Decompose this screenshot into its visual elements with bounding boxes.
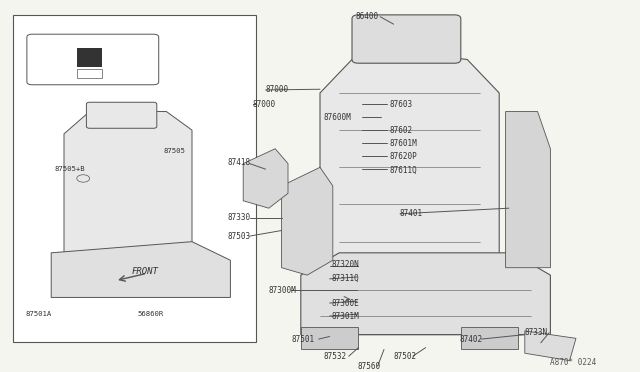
Polygon shape <box>301 253 550 335</box>
Text: 86400: 86400 <box>355 12 378 21</box>
Polygon shape <box>320 52 499 335</box>
Text: 87418: 87418 <box>227 158 250 167</box>
Polygon shape <box>301 327 358 349</box>
Text: 87611Q: 87611Q <box>389 166 417 175</box>
Bar <box>77 69 102 78</box>
Bar <box>13 15 256 342</box>
Text: 87503: 87503 <box>227 232 250 241</box>
Text: 8733N: 8733N <box>525 328 548 337</box>
Text: 87301M: 87301M <box>332 311 359 321</box>
Text: 87300M: 87300M <box>269 286 296 295</box>
Text: FRONT: FRONT <box>131 267 158 276</box>
Text: 87502: 87502 <box>394 352 417 361</box>
FancyBboxPatch shape <box>86 102 157 128</box>
Polygon shape <box>64 112 192 290</box>
Text: 87601M: 87601M <box>389 139 417 148</box>
Text: 87330: 87330 <box>227 213 250 222</box>
Text: 87402: 87402 <box>460 334 483 344</box>
Text: 87501: 87501 <box>291 334 314 344</box>
Text: 87501A: 87501A <box>26 311 52 317</box>
Text: 87320N: 87320N <box>332 260 359 269</box>
Text: 87401: 87401 <box>400 209 423 218</box>
Text: 87532: 87532 <box>323 352 346 361</box>
Text: 87620P: 87620P <box>389 153 417 161</box>
Text: 87505: 87505 <box>163 148 185 154</box>
Text: 87602: 87602 <box>389 126 412 135</box>
Text: 87505+B: 87505+B <box>54 166 85 172</box>
Polygon shape <box>461 327 518 349</box>
Polygon shape <box>525 331 576 360</box>
Polygon shape <box>51 242 230 298</box>
Text: 87600M: 87600M <box>323 113 351 122</box>
FancyBboxPatch shape <box>27 34 159 85</box>
Text: 87560: 87560 <box>357 362 380 371</box>
Bar <box>77 48 102 67</box>
Polygon shape <box>282 167 333 275</box>
FancyBboxPatch shape <box>352 15 461 63</box>
Text: 87603: 87603 <box>389 100 412 109</box>
Polygon shape <box>506 112 550 268</box>
Text: A870* 0224: A870* 0224 <box>550 358 596 367</box>
Text: 87300E: 87300E <box>332 298 359 308</box>
Text: 87000: 87000 <box>253 100 276 109</box>
Text: 87000: 87000 <box>266 85 289 94</box>
Polygon shape <box>243 149 288 208</box>
Text: 56860R: 56860R <box>138 311 164 317</box>
Text: 87311Q: 87311Q <box>332 273 359 283</box>
